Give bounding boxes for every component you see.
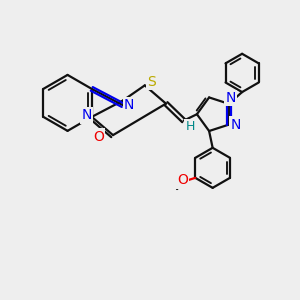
Text: O: O	[177, 173, 188, 188]
Text: S: S	[147, 75, 156, 89]
Text: O: O	[93, 130, 104, 144]
Text: H: H	[185, 119, 195, 133]
Text: N: N	[124, 98, 134, 112]
Text: N: N	[81, 108, 92, 122]
Text: N: N	[225, 91, 236, 105]
Text: N: N	[230, 118, 241, 132]
